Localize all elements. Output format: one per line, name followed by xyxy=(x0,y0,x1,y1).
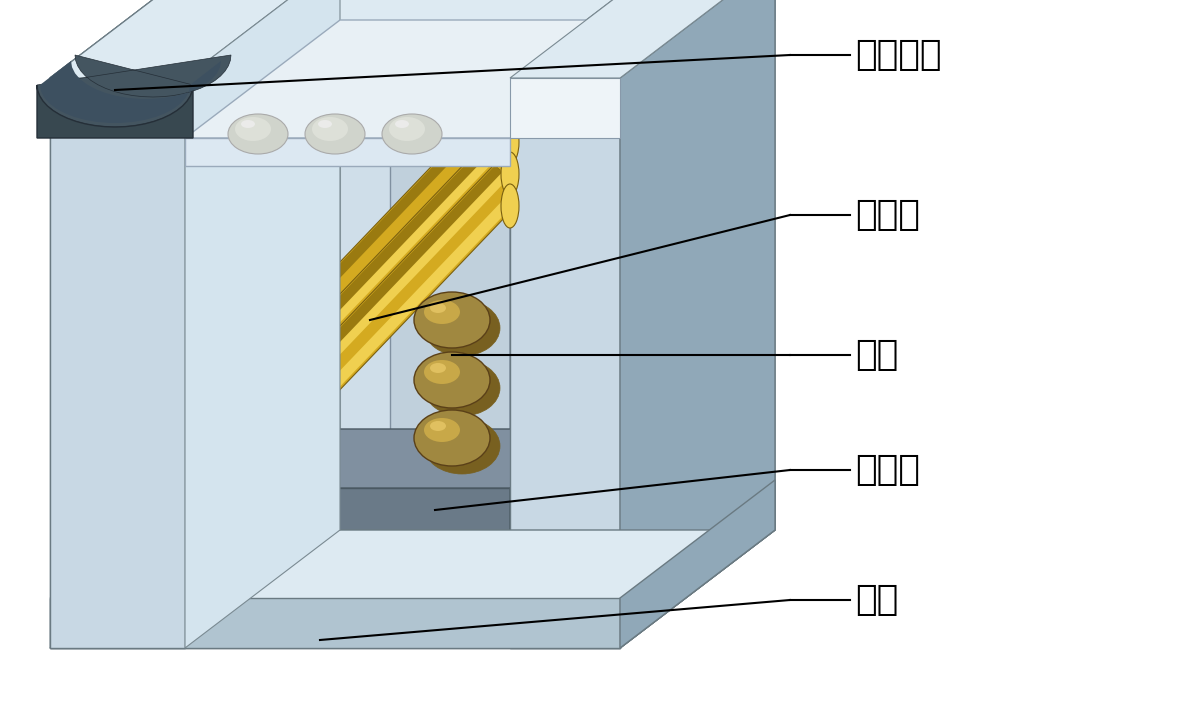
Polygon shape xyxy=(185,0,340,648)
Polygon shape xyxy=(510,429,587,540)
Text: 铁镓丝: 铁镓丝 xyxy=(855,198,920,232)
Polygon shape xyxy=(185,138,510,166)
Ellipse shape xyxy=(415,352,490,408)
Polygon shape xyxy=(191,122,524,470)
Ellipse shape xyxy=(389,117,425,141)
Polygon shape xyxy=(510,78,620,648)
Polygon shape xyxy=(40,61,221,123)
Polygon shape xyxy=(620,0,775,648)
Ellipse shape xyxy=(430,421,446,431)
Ellipse shape xyxy=(381,114,442,154)
Polygon shape xyxy=(50,598,620,648)
Polygon shape xyxy=(185,138,510,598)
Polygon shape xyxy=(50,78,185,648)
Polygon shape xyxy=(50,0,340,78)
Polygon shape xyxy=(50,0,775,78)
Polygon shape xyxy=(510,0,775,78)
Polygon shape xyxy=(510,78,620,138)
Polygon shape xyxy=(170,166,502,513)
Ellipse shape xyxy=(228,114,288,154)
Polygon shape xyxy=(50,78,620,138)
Polygon shape xyxy=(170,101,502,449)
Ellipse shape xyxy=(305,114,365,154)
Polygon shape xyxy=(185,20,665,138)
Polygon shape xyxy=(185,598,510,648)
Ellipse shape xyxy=(424,300,500,356)
Text: 霍尔元件: 霍尔元件 xyxy=(855,38,941,72)
Polygon shape xyxy=(50,78,185,648)
Polygon shape xyxy=(620,480,775,648)
Polygon shape xyxy=(620,0,775,138)
Polygon shape xyxy=(235,429,587,488)
Polygon shape xyxy=(50,598,620,648)
Polygon shape xyxy=(185,20,665,138)
Polygon shape xyxy=(170,134,502,480)
Polygon shape xyxy=(390,79,587,138)
Polygon shape xyxy=(185,0,340,648)
Polygon shape xyxy=(169,165,526,535)
Polygon shape xyxy=(169,101,526,471)
Polygon shape xyxy=(50,0,775,78)
Polygon shape xyxy=(510,78,620,648)
Ellipse shape xyxy=(501,152,518,196)
Ellipse shape xyxy=(394,120,409,128)
Polygon shape xyxy=(37,85,193,138)
Ellipse shape xyxy=(424,418,461,442)
Polygon shape xyxy=(510,0,775,78)
Polygon shape xyxy=(620,480,775,648)
Polygon shape xyxy=(50,480,775,598)
Ellipse shape xyxy=(501,120,518,164)
Polygon shape xyxy=(169,133,526,503)
Polygon shape xyxy=(191,186,524,533)
Ellipse shape xyxy=(430,363,446,373)
Ellipse shape xyxy=(424,300,461,324)
Polygon shape xyxy=(510,20,665,598)
Ellipse shape xyxy=(318,120,332,128)
Polygon shape xyxy=(50,530,775,648)
Text: 永磁体: 永磁体 xyxy=(855,453,920,487)
Polygon shape xyxy=(340,20,665,480)
Polygon shape xyxy=(185,480,665,598)
Ellipse shape xyxy=(424,418,500,474)
Polygon shape xyxy=(235,488,510,540)
Polygon shape xyxy=(191,154,524,502)
Ellipse shape xyxy=(501,184,518,228)
Ellipse shape xyxy=(312,117,348,141)
Polygon shape xyxy=(185,138,510,158)
Text: 触头: 触头 xyxy=(855,338,899,372)
Polygon shape xyxy=(50,78,620,138)
Ellipse shape xyxy=(235,117,270,141)
Polygon shape xyxy=(620,0,775,648)
Polygon shape xyxy=(510,79,587,488)
Polygon shape xyxy=(390,138,510,488)
Polygon shape xyxy=(50,0,340,78)
Polygon shape xyxy=(37,55,231,127)
Polygon shape xyxy=(510,0,775,78)
Ellipse shape xyxy=(415,410,490,466)
Polygon shape xyxy=(620,0,775,138)
Ellipse shape xyxy=(430,303,446,313)
Ellipse shape xyxy=(424,360,461,384)
Text: 外壳: 外壳 xyxy=(855,583,899,617)
Ellipse shape xyxy=(415,292,490,348)
Ellipse shape xyxy=(241,120,255,128)
Ellipse shape xyxy=(424,360,500,416)
